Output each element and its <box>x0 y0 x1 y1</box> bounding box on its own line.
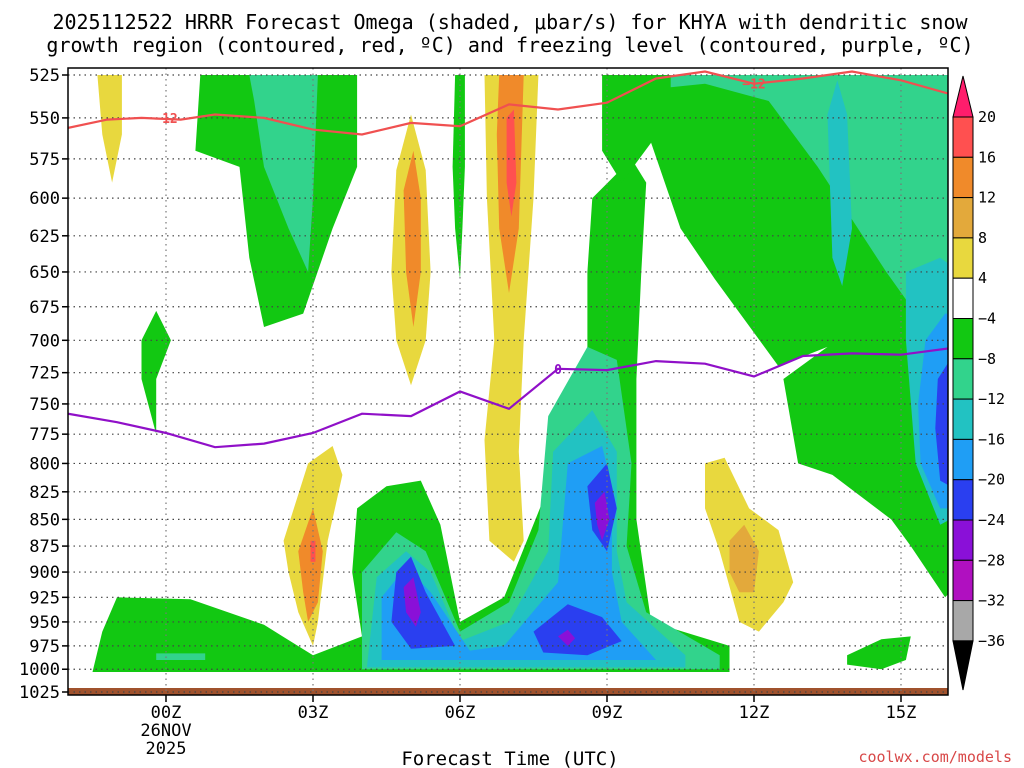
colorbar-segment-13 <box>952 600 974 642</box>
y-tick-label-9: 750 <box>29 395 60 415</box>
x-tick-label-5: 15Z <box>886 703 917 723</box>
colorbar-label-13: −36 <box>978 632 1005 650</box>
colorbar-segment-10 <box>952 479 974 521</box>
y-tick-label-2: 575 <box>29 150 60 170</box>
x-tick-label-4: 12Z <box>739 703 770 723</box>
y-tick-label-20: 1025 <box>19 683 60 703</box>
y-tick-label-1: 550 <box>29 109 60 129</box>
y-tick-label-19: 1000 <box>19 660 60 680</box>
contour-label-0-0: −12 <box>154 112 177 127</box>
chart-title-line1: 2025112522 HRRR Forecast Omega (shaded, … <box>52 10 968 34</box>
colorbar-segment-6 <box>952 318 974 360</box>
colorbar-label-7: −12 <box>978 390 1005 408</box>
y-tick-label-5: 650 <box>29 263 60 283</box>
omega-region-0 <box>97 75 122 183</box>
y-tick-label-0: 525 <box>29 66 60 86</box>
y-tick-label-18: 975 <box>29 637 60 657</box>
omega-region-14 <box>391 556 456 649</box>
omega-region-15 <box>403 577 421 627</box>
grid-lines <box>68 68 948 695</box>
colorbar-label-1: 16 <box>978 148 996 166</box>
colorbar-label-9: −20 <box>978 471 1005 489</box>
y-tick-label-6: 675 <box>29 298 60 318</box>
y-axis-ticks: 525 550 575 600 625 650 675 700 725 750 775 800 825 8… <box>19 66 68 703</box>
x-tick-label-0: 00Z <box>151 703 182 723</box>
omega-region-26 <box>827 80 852 286</box>
omega-region-7 <box>484 75 539 562</box>
omega-region-11 <box>362 346 720 670</box>
colorbar-segment-8 <box>952 398 974 440</box>
omega-region-29 <box>935 363 948 486</box>
chart-title-line2: growth region (contoured, red, ºC) and f… <box>46 33 973 57</box>
colorbar-label-0: 20 <box>978 108 996 126</box>
x-axis-ticks: 00Z 03Z 06Z 09Z 12Z 15Z <box>151 695 917 723</box>
omega-region-17 <box>594 491 610 541</box>
colorbar-top-arrow <box>952 75 974 118</box>
omega-region-32 <box>847 636 911 670</box>
y-tick-label-3: 600 <box>29 189 60 209</box>
omega-region-9 <box>506 109 517 217</box>
contour-line-0 <box>68 70 948 136</box>
y-tick-label-8: 725 <box>29 364 60 384</box>
omega-region-31 <box>729 524 759 593</box>
omega-region-13 <box>381 446 656 660</box>
y-tick-label-14: 875 <box>29 537 60 557</box>
omega-region-19 <box>558 629 576 646</box>
x-tick-label-1: 03Z <box>298 703 329 723</box>
colorbar-label-10: −24 <box>978 511 1005 529</box>
colorbar-segment-7 <box>952 358 974 400</box>
y-tick-label-16: 925 <box>29 588 60 608</box>
omega-region-25 <box>670 75 948 426</box>
y-tick-label-7: 700 <box>29 331 60 351</box>
contour-label-0-1: −12 <box>742 78 765 93</box>
date-label-line2: 2025 <box>146 739 187 759</box>
colorbar-label-12: −32 <box>978 592 1005 610</box>
omega-region-22 <box>298 508 323 622</box>
omega-region-2 <box>249 75 318 272</box>
omega-region-18 <box>533 604 622 656</box>
y-tick-label-12: 825 <box>29 483 60 503</box>
colorbar-segment-5 <box>952 277 974 320</box>
colorbar-segment-12 <box>952 559 974 602</box>
colorbar-segment-9 <box>952 438 974 481</box>
contour-label-1-0: 0 <box>554 363 562 378</box>
omega-region-1 <box>195 75 358 327</box>
colorbar-label-2: 12 <box>978 189 996 207</box>
colorbar-label-6: −8 <box>978 350 996 368</box>
colorbar-segment-1 <box>952 116 974 158</box>
y-tick-label-4: 625 <box>29 227 60 247</box>
colorbar-label-11: −28 <box>978 551 1005 569</box>
omega-region-5 <box>403 150 421 327</box>
y-tick-label-11: 800 <box>29 454 60 474</box>
omega-region-20 <box>156 653 206 660</box>
y-tick-label-17: 950 <box>29 613 60 633</box>
colorbar-label-3: 8 <box>978 229 987 247</box>
colorbar-bottom-arrow <box>952 640 974 691</box>
colorbar-segment-4 <box>952 237 974 279</box>
x-tick-label-3: 09Z <box>592 703 623 723</box>
colorbar-segment-2 <box>952 156 974 199</box>
colorbar-label-5: −4 <box>978 310 996 328</box>
y-tick-label-10: 775 <box>29 425 60 445</box>
colorbar-label-8: −16 <box>978 430 1005 448</box>
colorbar-label-4: 4 <box>978 269 987 287</box>
colorbar-segment-3 <box>952 197 974 239</box>
y-tick-label-15: 900 <box>29 563 60 583</box>
x-tick-label-2: 06Z <box>445 703 476 723</box>
y-tick-label-13: 850 <box>29 510 60 530</box>
credit-text: coolwx.com/models <box>858 748 1012 766</box>
x-axis-label: Forecast Time (UTC) <box>401 748 618 768</box>
contour-line-1 <box>68 347 948 449</box>
omega-region-23 <box>310 540 316 562</box>
colorbar: 20 16 12 8 4 −4 −8 −12 −16 −20 −24 −28 −32 −36 <box>952 75 1005 691</box>
date-label-line1: 26NOV <box>140 721 191 741</box>
plot-frame <box>67 67 949 696</box>
contour-lines: −12 −12 0 <box>68 70 948 449</box>
plot-area: −12 −12 0 <box>68 68 948 695</box>
colorbar-segment-11 <box>952 519 974 561</box>
